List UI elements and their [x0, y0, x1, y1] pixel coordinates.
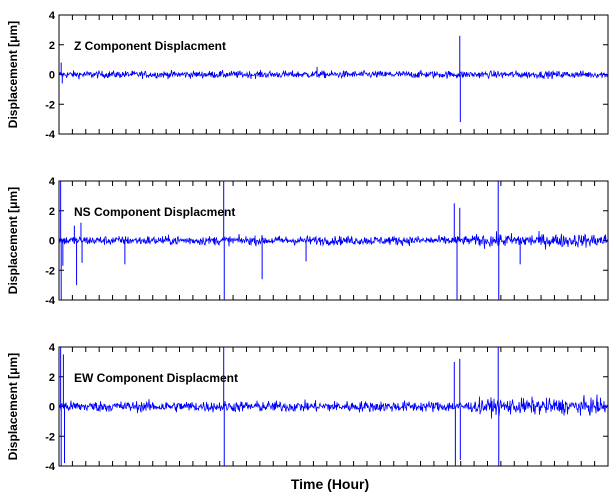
- y-tick-label: 4: [49, 176, 56, 188]
- y-axis-label: Displacement [μm]: [6, 353, 20, 460]
- y-tick-label: 0: [49, 236, 55, 248]
- y-tick-label: 4: [49, 342, 56, 354]
- panel-ns-component: -4 -2 0 2 4 Displacement [μm] NS Component Dis…: [6, 176, 609, 307]
- panel-z-component: -4 -2 0 2 4 Displacement [μm] Z Component Disp…: [6, 10, 609, 141]
- y-tick-label: 0: [49, 402, 55, 414]
- y-tick-label: -4: [45, 129, 56, 141]
- displacement-trace: [58, 69, 609, 80]
- y-tick-label: 2: [49, 206, 55, 218]
- y-axis-label: Displacement [μm]: [6, 21, 20, 128]
- panel-ew-component: -4 -2 0 2 4 Displacement [μm] EW Component Dis…: [6, 342, 609, 473]
- y-axis-label: Displacement [μm]: [6, 187, 20, 294]
- y-tick-label: -2: [45, 265, 55, 277]
- y-tick-label: -2: [45, 99, 55, 111]
- displacement-trace: [58, 230, 609, 250]
- y-tick-label: -4: [45, 295, 56, 307]
- y-tick-label: 2: [49, 372, 55, 384]
- y-tick-label: 4: [49, 10, 56, 22]
- panel-title: EW Component Displacment: [74, 371, 238, 385]
- y-tick-label: 2: [49, 40, 55, 52]
- y-tick-label: 0: [49, 70, 55, 82]
- y-tick-label: -2: [45, 431, 55, 443]
- displacement-trace: [58, 394, 609, 419]
- panel-title: NS Component Displacment: [74, 205, 235, 219]
- x-axis-label: Time (Hour): [291, 476, 369, 492]
- y-tick-label: -4: [45, 461, 56, 473]
- panel-title: Z Component Displacment: [74, 39, 226, 53]
